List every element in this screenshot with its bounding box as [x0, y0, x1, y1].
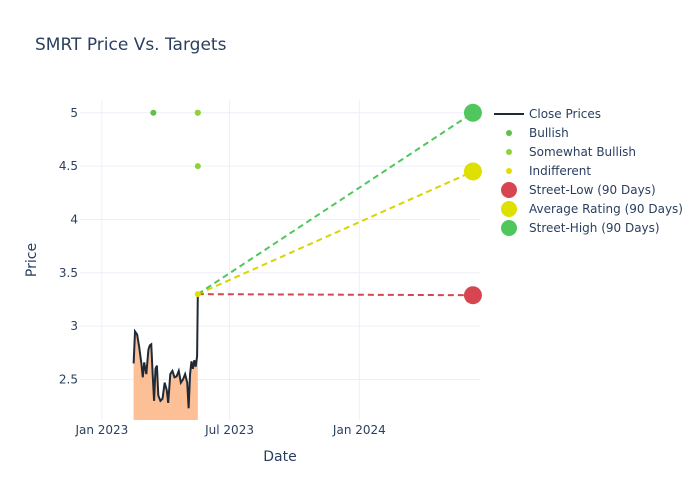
x-tick-label: Jan 2024: [332, 423, 386, 437]
somewhat-bullish-marker[interactable]: [194, 109, 201, 116]
street-high-90-days-marker[interactable]: [463, 103, 482, 122]
legend-swatch: [506, 168, 512, 174]
legend-item-bullish[interactable]: Bullish: [506, 126, 569, 140]
plot-area: [132, 103, 482, 420]
legend-item-street-low-90-days[interactable]: Street-Low (90 Days): [501, 182, 656, 198]
legend-swatch: [501, 201, 517, 217]
legend-label: Bullish: [529, 126, 569, 140]
average-rating-90-days-line: [197, 170, 474, 296]
legend-swatch: [506, 130, 512, 136]
legend-swatch: [501, 182, 517, 198]
x-axis-ticks: Jan 2023 Jul 2023 Jan 2024: [74, 423, 385, 437]
street-low-90-days-marker[interactable]: [463, 286, 482, 305]
y-axis-title: Price: [24, 243, 40, 277]
legend-swatch: [506, 149, 512, 155]
bullish-marker[interactable]: [150, 109, 157, 116]
y-tick-label: 3: [70, 319, 78, 333]
somewhat-bullish-marker[interactable]: [194, 163, 201, 170]
close-price-area: [133, 294, 198, 420]
x-tick-label: Jan 2023: [74, 423, 128, 437]
y-tick-label: 2.5: [59, 372, 78, 386]
legend-label: Street-Low (90 Days): [529, 183, 656, 197]
legend-label: Close Prices: [529, 107, 601, 121]
legend-swatch: [501, 220, 517, 236]
street-low-90-days-line: [197, 293, 473, 297]
x-axis-title: Date: [263, 449, 296, 465]
indifferent-marker[interactable]: [194, 291, 201, 298]
street-high-90-days-line: [197, 111, 474, 295]
legend-item-indifferent[interactable]: Indifferent: [506, 164, 591, 178]
chart-title: SMRT Price Vs. Targets: [35, 35, 227, 55]
average-rating-90-days-marker[interactable]: [463, 162, 482, 181]
legend-item-average-rating-90-days[interactable]: Average Rating (90 Days): [501, 201, 683, 217]
legend-label: Street-High (90 Days): [529, 221, 660, 235]
legend-label: Somewhat Bullish: [529, 145, 636, 159]
legend-label: Average Rating (90 Days): [529, 202, 683, 216]
legend-item-street-high-90-days[interactable]: Street-High (90 Days): [501, 220, 660, 236]
y-axis-ticks: 2.5 3 3.5 4 4.5 5: [59, 106, 78, 387]
legend[interactable]: Close Prices Bullish Somewhat Bullish Indif…: [494, 107, 683, 236]
y-tick-label: 4: [70, 212, 78, 226]
y-tick-label: 3.5: [59, 266, 78, 280]
y-tick-label: 5: [70, 106, 78, 120]
x-tick-label: Jul 2023: [204, 423, 254, 437]
legend-label: Indifferent: [529, 164, 591, 178]
y-tick-label: 4.5: [59, 159, 78, 173]
close-price-line: [132, 294, 199, 409]
legend-item-close-prices[interactable]: Close Prices: [494, 107, 601, 121]
legend-item-somewhat-bullish[interactable]: Somewhat Bullish: [506, 145, 636, 159]
